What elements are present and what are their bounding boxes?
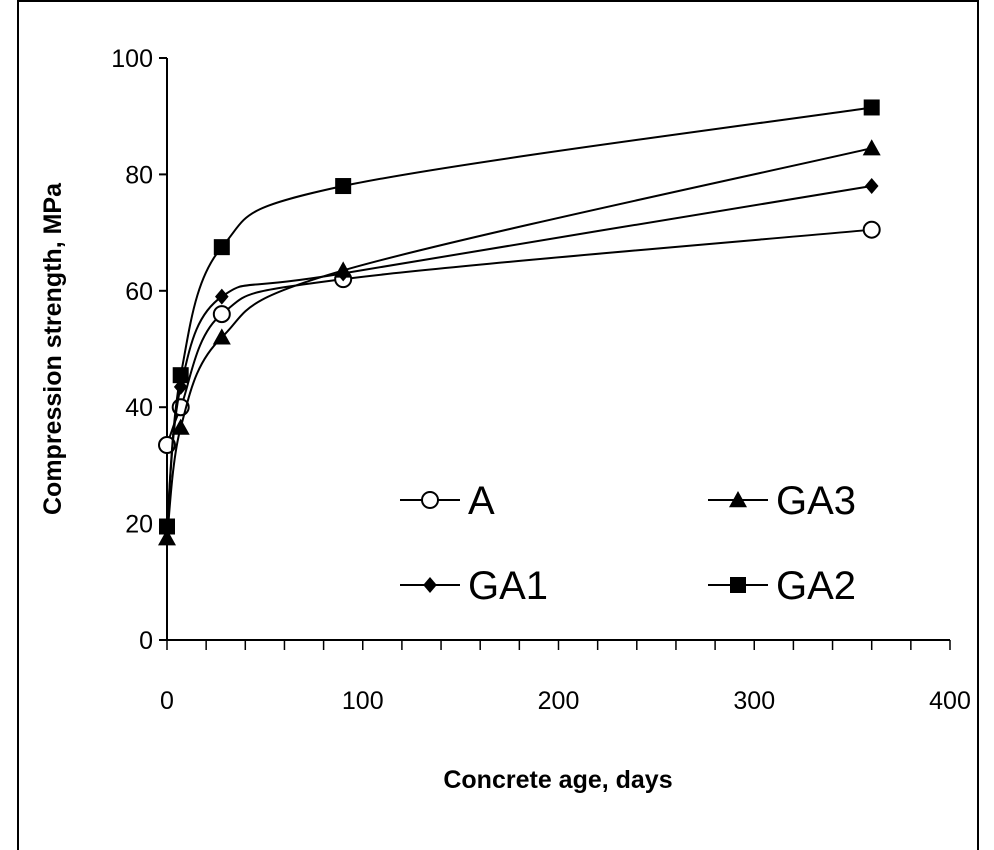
y-tick-label: 20	[125, 511, 153, 539]
data-point-ga3	[212, 328, 231, 345]
data-point-ga2	[335, 178, 352, 195]
legend-marker-ga1	[423, 577, 437, 593]
x-tick-label: 400	[929, 687, 971, 715]
legend-item-a: A	[400, 479, 495, 523]
series-a	[158, 220, 881, 455]
data-point-ga1	[173, 378, 188, 395]
data-point-a	[158, 436, 176, 455]
series-line-ga2	[166, 106, 872, 527]
data-point-ga3	[171, 418, 190, 435]
legend-marker-ga3	[729, 491, 747, 508]
data-point-a	[212, 305, 231, 324]
legend: A GA3 GA1 GA2	[400, 479, 856, 608]
series-line-ga3	[166, 147, 872, 539]
data-point-ga1	[336, 265, 350, 282]
data-point-ga2	[863, 99, 880, 116]
data-point-ga3	[158, 529, 176, 546]
series-line-ga1	[166, 185, 872, 527]
legend-marker-a	[421, 491, 439, 509]
series-layer	[158, 99, 881, 546]
y-tick-label: 0	[139, 627, 153, 655]
y-tick-label: 100	[111, 45, 153, 73]
y-tick-label: 80	[125, 161, 153, 189]
series-ga2	[159, 99, 880, 535]
data-point-ga2	[159, 518, 175, 535]
x-tick-label: 100	[342, 687, 384, 715]
series-line-a	[166, 228, 872, 446]
legend-label-ga1: GA1	[468, 564, 548, 608]
data-point-ga1	[215, 288, 229, 305]
y-ticks: 0 20 40 60 80 100	[111, 45, 167, 655]
x-axis-title: Concrete age, days	[443, 766, 672, 794]
legend-label-a: A	[468, 479, 495, 523]
y-tick-label: 60	[125, 278, 153, 306]
legend-item-ga1: GA1	[400, 564, 548, 608]
x-ticks: 0 100 200 300 400	[160, 640, 971, 715]
series-ga3	[158, 139, 881, 546]
legend-marker-ga2	[730, 577, 746, 593]
data-point-ga2	[213, 239, 230, 256]
x-tick-label: 200	[538, 687, 580, 715]
data-point-ga3	[862, 139, 881, 156]
legend-item-ga3: GA3	[708, 479, 856, 523]
legend-label-ga2: GA2	[776, 564, 856, 608]
series-ga1	[160, 178, 879, 535]
legend-label-ga3: GA3	[776, 479, 856, 523]
legend-item-ga2: GA2	[708, 564, 856, 608]
axes	[166, 58, 950, 641]
x-tick-label: 0	[160, 687, 174, 715]
data-point-ga1	[864, 178, 879, 195]
data-point-ga2	[172, 367, 189, 384]
data-point-a	[862, 220, 881, 239]
y-tick-label: 40	[125, 394, 153, 422]
y-axis-title: Compression strength, MPa	[39, 182, 67, 515]
x-tick-label: 300	[733, 687, 775, 715]
